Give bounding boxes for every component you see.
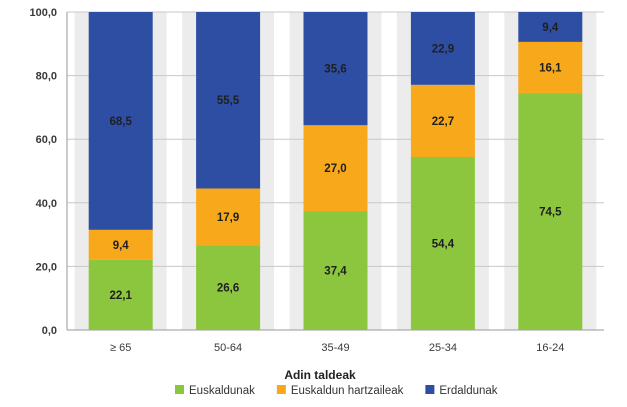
y-tick-label: 0,0: [42, 325, 57, 337]
bar-segment: [196, 245, 261, 330]
legend-swatch: [276, 385, 286, 394]
data-label: 54,4: [432, 239, 455, 251]
legend-label: Euskaldunak: [189, 385, 255, 397]
bar-segment: [410, 84, 475, 158]
y-axis: 0,0 20,0 40,0 60,0 80,0 100,0: [29, 7, 68, 337]
data-label: 27,0: [324, 163, 346, 175]
data-label: 68,5: [110, 116, 133, 128]
data-label: 16,1: [539, 62, 562, 74]
y-tick-label: 60,0: [36, 134, 57, 146]
y-tick-label: 20,0: [36, 261, 57, 273]
y-tick-label: 40,0: [36, 198, 57, 210]
legend-swatch: [175, 385, 184, 394]
x-axis-title: Adin taldeak: [284, 368, 356, 382]
x-tick-label: 25-34: [429, 342, 457, 354]
data-label: 9,4: [542, 22, 559, 34]
bar-segment: [88, 229, 153, 260]
y-tick-label: 80,0: [36, 71, 57, 83]
data-label: 22,9: [432, 43, 454, 55]
legend: Euskaldunak Euskaldun hartzaileak Erdaldun…: [175, 385, 498, 397]
legend-label: Erdaldunak: [439, 385, 497, 397]
bar-segment: [303, 125, 368, 212]
data-label: 22,1: [110, 290, 133, 302]
bar-segment: [196, 12, 261, 189]
data-label: 55,5: [217, 95, 240, 107]
data-label: 17,9: [217, 212, 239, 224]
legend-swatch: [425, 385, 435, 394]
data-label: 26,6: [217, 283, 239, 295]
x-tick-label: 16-24: [536, 342, 564, 354]
bar-segment: [88, 259, 153, 330]
bars: [88, 12, 583, 330]
x-tick-label: 50-64: [214, 342, 242, 354]
data-label: 37,4: [324, 266, 347, 278]
data-labels: 22,1 9,4 68,5 26,6 17,9 55,5 37,4 27,0 35,6 54,4 2…: [110, 22, 563, 302]
data-label: 9,4: [113, 240, 130, 252]
data-label: 35,6: [324, 64, 346, 76]
y-tick-label: 100,0: [29, 7, 57, 19]
x-tick-label: 35-49: [321, 342, 349, 354]
legend-label: Euskaldun hartzaileak: [291, 385, 404, 397]
bar-segment: [518, 93, 583, 330]
data-label: 22,7: [432, 116, 454, 128]
data-label: 74,5: [539, 207, 562, 219]
bar-segment: [303, 12, 368, 126]
bar-segment: [518, 12, 583, 42]
bar-segment: [303, 211, 368, 330]
bar-segment: [518, 41, 583, 94]
bar-segment: [88, 12, 153, 230]
x-axis: ≥ 65 50-64 35-49 25-34 16-24: [110, 342, 564, 354]
bar-segment: [196, 188, 261, 246]
x-tick-label: ≥ 65: [110, 342, 131, 354]
bar-segment: [410, 157, 475, 330]
bar-segment: [410, 12, 475, 85]
